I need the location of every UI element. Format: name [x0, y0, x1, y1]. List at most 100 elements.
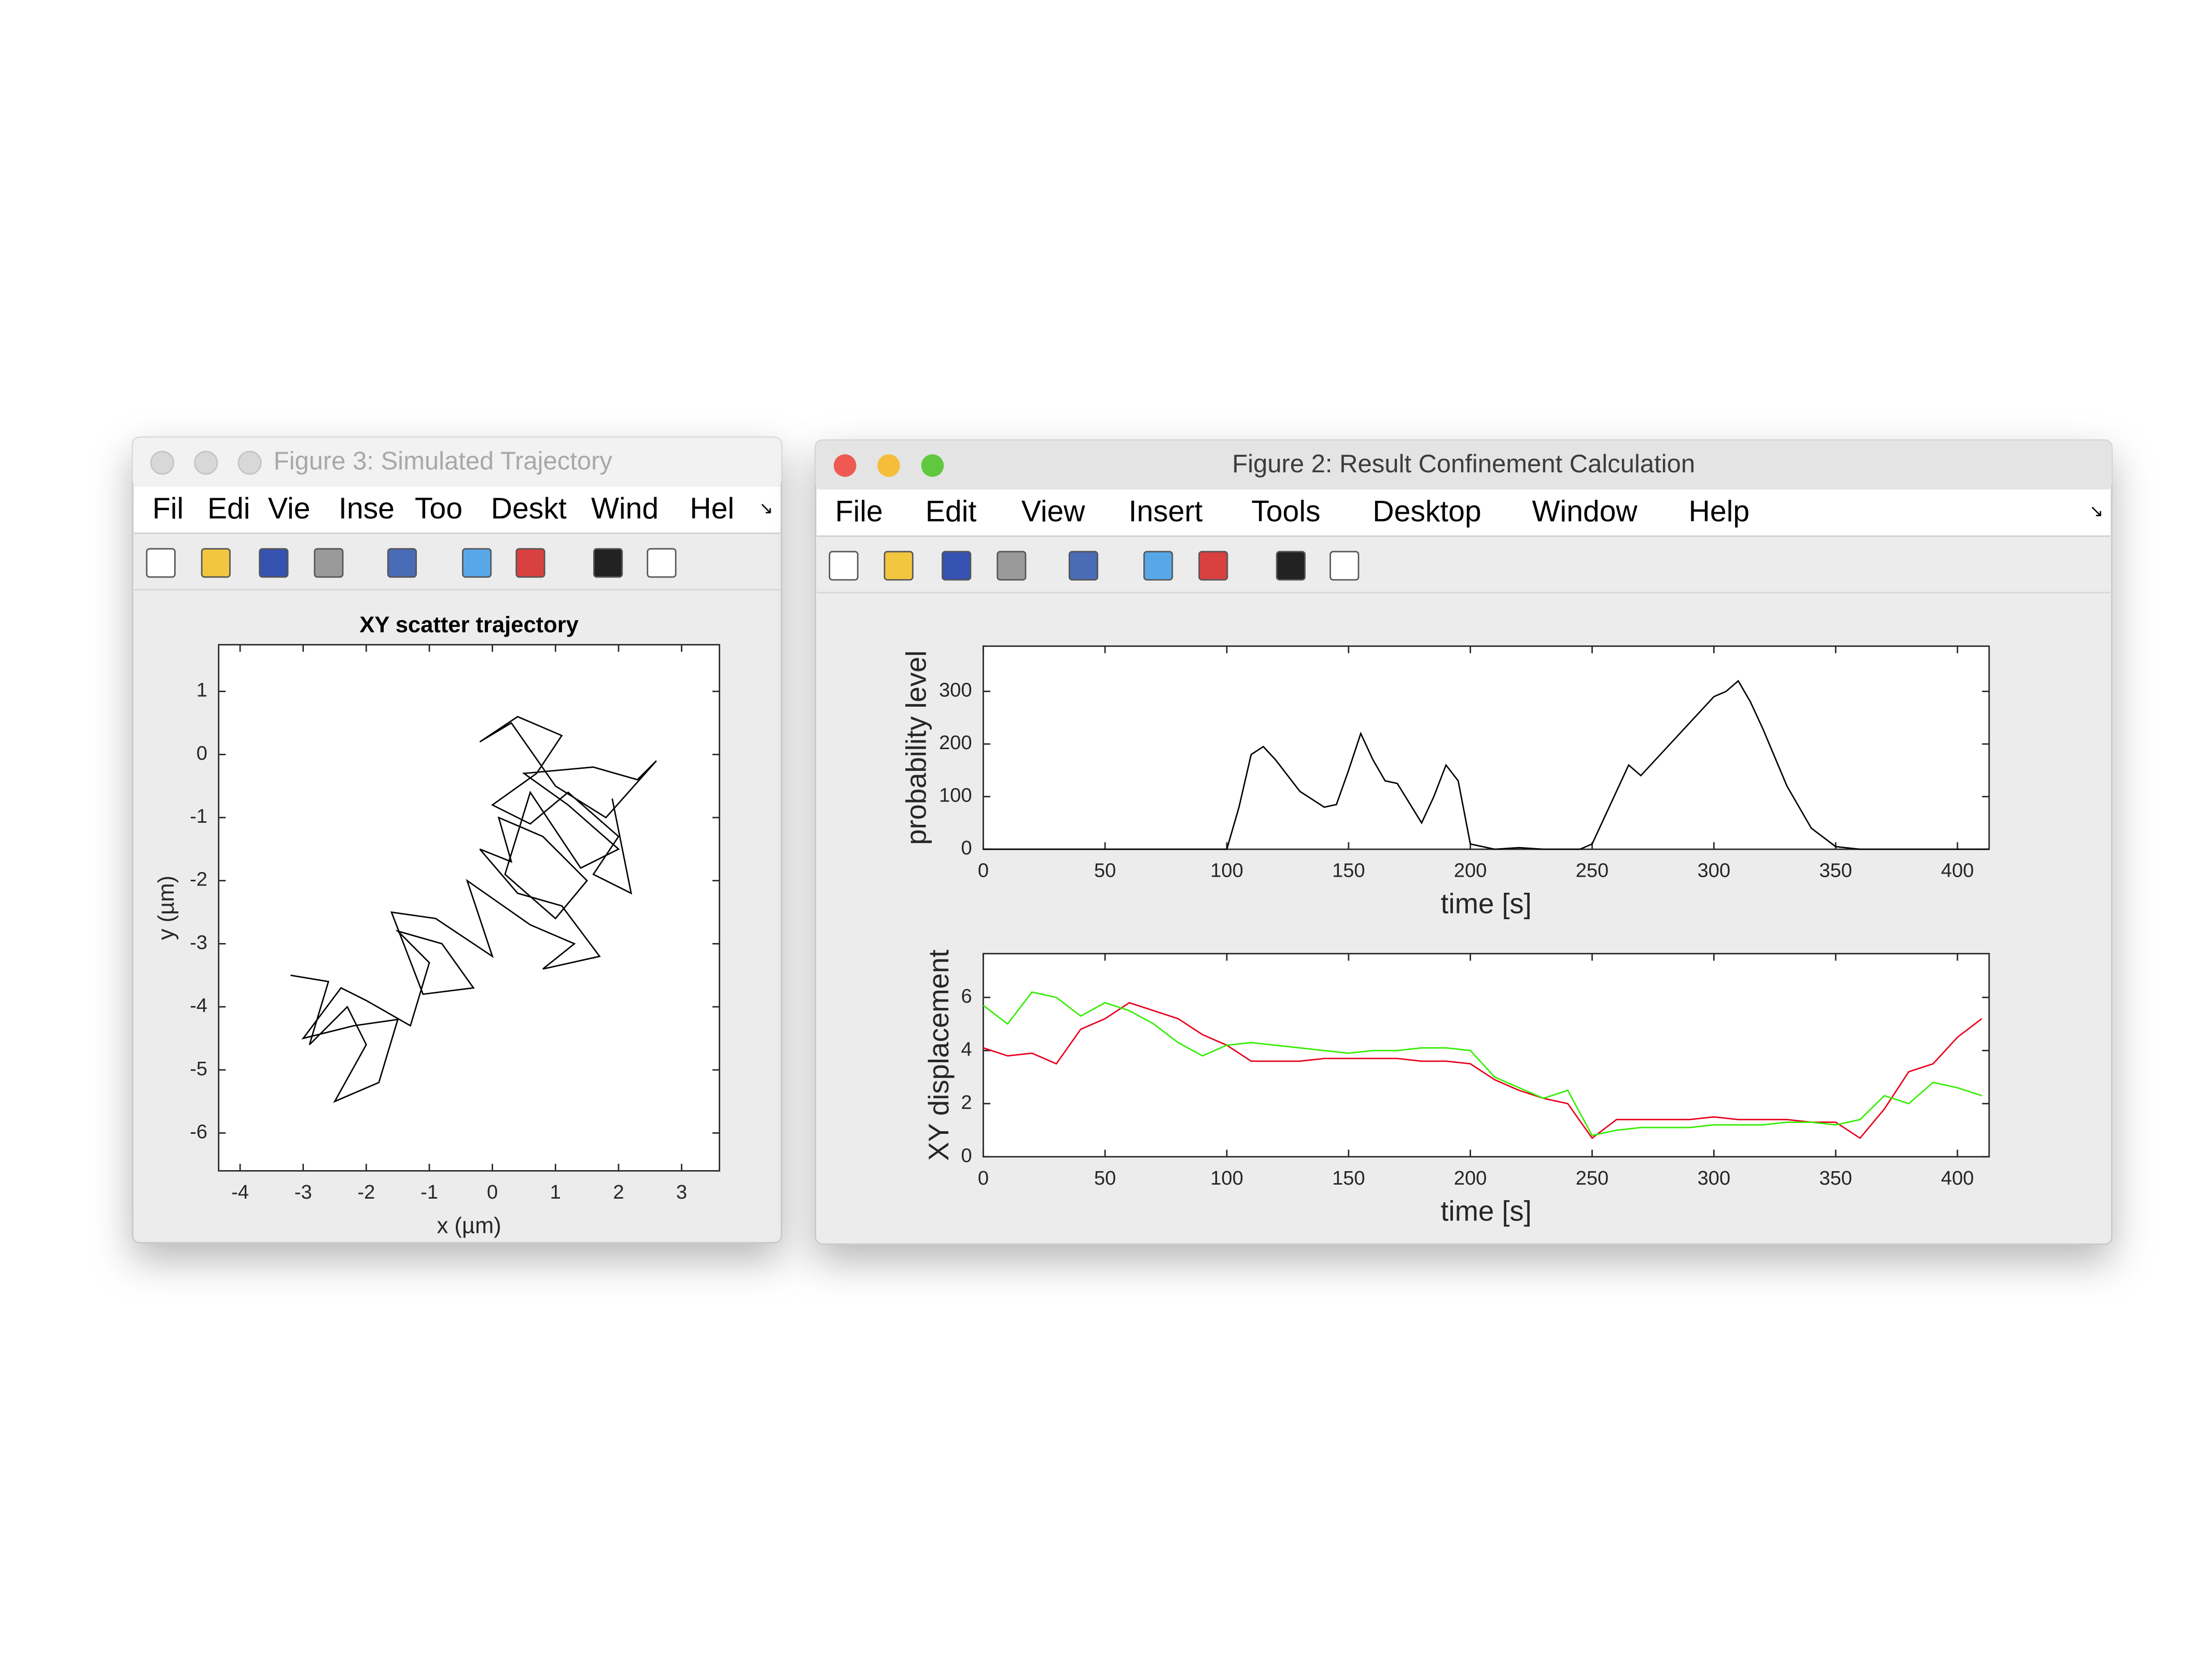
menu-item[interactable]: View	[1021, 495, 1086, 528]
y-tick-label: -3	[190, 932, 207, 953]
toolbar-button[interactable]	[1198, 551, 1228, 581]
x-tick-label: 1	[550, 1182, 561, 1203]
y-tick-label: -4	[190, 995, 207, 1017]
y-axis-label: XY displacement	[923, 950, 955, 1161]
menu-item[interactable]: Insert	[1129, 495, 1203, 528]
x-axis-label: x (µm)	[437, 1214, 501, 1239]
x-tick-label: 350	[1819, 1168, 1852, 1189]
y-tick-label: 0	[961, 1145, 972, 1166]
x-tick-label: 50	[1094, 1168, 1116, 1189]
x-tick-label: 400	[1941, 860, 1974, 882]
toolbar-button[interactable]	[462, 548, 492, 578]
x-tick-label: 100	[1210, 860, 1243, 882]
x-tick-label: -1	[421, 1182, 438, 1203]
data-line	[983, 680, 1990, 850]
x-axis-label: time [s]	[1441, 888, 1532, 919]
y-tick-label: 0	[961, 837, 972, 859]
x-tick-label: 350	[1819, 860, 1852, 882]
x-tick-label: 250	[1576, 860, 1609, 882]
data-line	[290, 715, 657, 1103]
menu-item[interactable]: Hel	[690, 492, 734, 525]
y-tick-label: 2	[961, 1092, 972, 1114]
menu-item[interactable]: Help	[1689, 495, 1749, 528]
toolbar-button[interactable]	[146, 548, 176, 578]
toolbar-button[interactable]	[1143, 551, 1173, 581]
toolbar-button[interactable]	[942, 551, 972, 581]
x-tick-label: 2	[613, 1182, 624, 1203]
toolbar-button[interactable]	[201, 548, 231, 578]
x-tick-label: 250	[1576, 1168, 1609, 1189]
title-bar	[815, 440, 2112, 490]
x-tick-label: 200	[1454, 1168, 1487, 1189]
x-tick-label: 150	[1332, 860, 1365, 882]
menu-item[interactable]: Too	[415, 492, 463, 525]
menu-item[interactable]: Edit	[926, 495, 977, 528]
x-tick-label: 200	[1454, 860, 1487, 882]
menu-item[interactable]: Vie	[268, 492, 311, 525]
window-control[interactable]	[194, 451, 218, 475]
chart-title: XY scatter trajectory	[359, 613, 579, 638]
menu-item[interactable]: File	[835, 495, 883, 528]
menu-item[interactable]: Deskt	[491, 492, 567, 525]
window-title: Figure 2: Result Confinement Calculation	[1232, 450, 1695, 478]
window-title: Figure 3: Simulated Trajectory	[274, 447, 613, 475]
y-tick-label: -5	[190, 1058, 207, 1080]
x-tick-label: 300	[1698, 860, 1731, 882]
menu-item[interactable]: Edi	[207, 492, 250, 525]
window: Figure 2: Result Confinement Calculation…	[815, 439, 2113, 1245]
toolbar-button[interactable]	[1276, 551, 1306, 581]
x-tick-label: -4	[231, 1182, 249, 1203]
menu-item[interactable]: Fil	[152, 492, 184, 525]
menu-item[interactable]: Desktop	[1373, 495, 1481, 528]
toolbar-button[interactable]	[1329, 551, 1360, 581]
y-tick-label: 100	[939, 785, 972, 807]
y-tick-label: 200	[939, 732, 972, 754]
x-tick-label: 50	[1094, 860, 1116, 882]
title-bar	[132, 437, 782, 487]
toolbar-button[interactable]	[314, 548, 344, 578]
menu-bar	[134, 486, 780, 533]
menu-bar	[817, 489, 2111, 537]
window-control[interactable]	[877, 454, 900, 477]
toolbar-button[interactable]	[647, 548, 677, 578]
y-tick-label: 6	[961, 986, 972, 1007]
toolbar-button[interactable]	[515, 548, 545, 578]
toolbar-button[interactable]	[593, 548, 623, 578]
x-tick-label: 400	[1941, 1168, 1974, 1189]
data-line	[983, 991, 1982, 1136]
y-axis-label: probability level	[901, 651, 932, 845]
toolbar-button[interactable]	[387, 548, 417, 578]
window-control[interactable]	[921, 454, 944, 477]
menu-item[interactable]: Inse	[339, 492, 395, 525]
menu-item[interactable]: Window	[1532, 495, 1638, 528]
window-control[interactable]	[833, 454, 857, 477]
window-control[interactable]	[150, 451, 175, 475]
y-tick-label: 4	[961, 1038, 972, 1060]
toolbar-button[interactable]	[829, 551, 859, 581]
y-tick-label: 1	[197, 680, 207, 701]
menu-item[interactable]: Tools	[1251, 495, 1320, 528]
y-tick-label: 300	[939, 680, 972, 701]
x-tick-label: 100	[1210, 1168, 1243, 1189]
y-tick-label: 0	[197, 742, 207, 764]
y-tick-label: -6	[190, 1121, 207, 1143]
x-tick-label: 0	[487, 1182, 498, 1203]
y-tick-label: -2	[190, 869, 207, 891]
x-tick-label: 0	[978, 1168, 989, 1189]
x-axis-label: time [s]	[1441, 1195, 1532, 1227]
menu-item[interactable]: Wind	[591, 492, 659, 525]
window: Figure 3: Simulated Trajectory Fil Edi Vie I…	[132, 437, 782, 1244]
toolbar-button[interactable]	[884, 551, 914, 581]
menu-arrow: ↘	[759, 498, 773, 517]
x-tick-label: 300	[1698, 1168, 1731, 1189]
toolbar-button[interactable]	[1068, 551, 1099, 581]
plot-area	[218, 644, 720, 1172]
window-control[interactable]	[237, 451, 262, 475]
plot-area	[982, 953, 1990, 1158]
toolbar-button[interactable]	[997, 551, 1027, 581]
x-tick-label: -3	[295, 1182, 312, 1203]
x-tick-label: 150	[1332, 1168, 1365, 1189]
toolbar-button[interactable]	[259, 548, 289, 578]
